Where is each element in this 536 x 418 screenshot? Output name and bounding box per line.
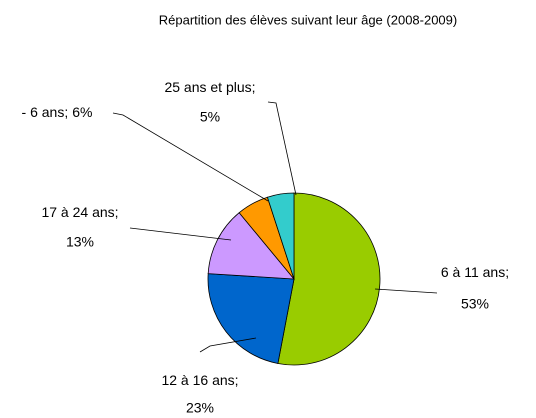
pie-slice (277, 192, 381, 366)
data-label: 12 à 16 ans; (161, 372, 238, 388)
data-label: 17 à 24 ans; (41, 204, 118, 220)
label-separator: ; (64, 104, 68, 120)
value-label: 6% (72, 104, 92, 120)
category-label: 17 à 24 ans (41, 204, 114, 220)
value-label: 5% (200, 109, 220, 125)
value-label: 53% (461, 296, 489, 312)
label-separator: ; (235, 372, 239, 388)
label-separator: ; (252, 79, 256, 95)
chart-title: Répartition des élèves suivant leur âge … (159, 12, 457, 27)
category-label: 25 ans et plus (164, 79, 251, 95)
category-label: - 6 ans (22, 104, 65, 120)
label-separator: ; (505, 264, 509, 280)
leader-line (374, 288, 438, 294)
label-separator: ; (115, 204, 119, 220)
value-label: 23% (186, 400, 214, 416)
leader-line (199, 337, 257, 353)
pie-slice (207, 273, 295, 364)
category-label: 6 à 11 ans (441, 264, 505, 280)
data-label: 25 ans et plus; (164, 79, 255, 95)
pie-slice (266, 192, 295, 280)
data-label: - 6 ans; 6% (22, 104, 93, 120)
pie-slice (207, 212, 295, 280)
data-label: 6 à 11 ans; (441, 264, 509, 280)
category-label: 12 à 16 ans (161, 372, 234, 388)
value-label: 13% (66, 234, 94, 250)
leader-line (112, 112, 269, 202)
leader-line (267, 101, 297, 196)
leader-line (129, 227, 232, 241)
